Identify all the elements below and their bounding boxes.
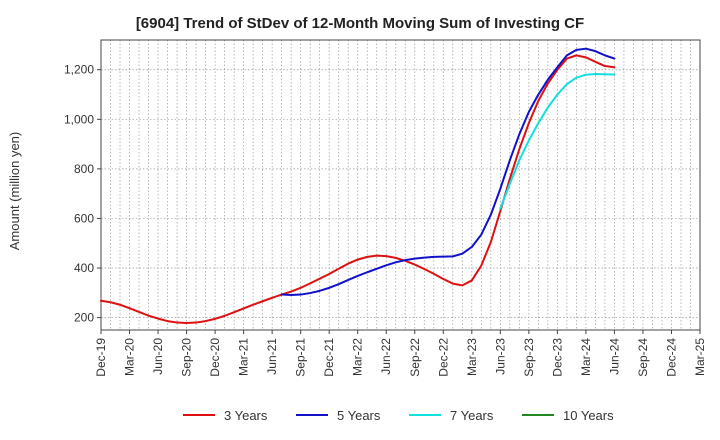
x-tick-label: Dec-24 xyxy=(664,338,678,377)
y-tick-label: 1,200 xyxy=(64,63,94,77)
x-tick-label: Jun-24 xyxy=(607,338,621,375)
legend-label: 3 Years xyxy=(224,408,268,423)
x-tick-label: Dec-23 xyxy=(550,338,564,377)
x-tick-label: Sep-22 xyxy=(408,338,422,377)
x-tick-label: Sep-21 xyxy=(294,338,308,377)
x-tick-label: Dec-22 xyxy=(436,338,450,377)
x-tick-label: Mar-21 xyxy=(237,338,251,376)
series-line-7-years xyxy=(499,72,616,210)
y-tick-label: 800 xyxy=(74,162,94,176)
x-tick-label: Jun-23 xyxy=(493,338,507,375)
legend-label: 7 Years xyxy=(450,408,494,423)
x-tick-label: Jun-20 xyxy=(151,338,165,375)
x-tick-label: Sep-20 xyxy=(180,338,194,377)
x-tick-label: Jun-21 xyxy=(265,338,279,375)
series-line-3-years xyxy=(100,54,616,325)
x-tick-label: Dec-21 xyxy=(322,338,336,377)
y-tick-label: 600 xyxy=(74,211,94,225)
x-tick-label: Mar-24 xyxy=(579,338,593,376)
x-tick-label: Mar-25 xyxy=(693,338,707,376)
series-line-5-years xyxy=(280,47,616,297)
x-tick-label: Mar-20 xyxy=(123,338,137,376)
y-axis-label: Amount (million yen) xyxy=(7,132,22,251)
x-tick-label: Dec-19 xyxy=(94,338,108,377)
x-tick-label: Dec-20 xyxy=(208,338,222,377)
x-tick-label: Sep-23 xyxy=(522,338,536,377)
x-tick-label: Mar-22 xyxy=(351,338,365,376)
legend-label: 5 Years xyxy=(337,408,381,423)
y-tick-label: 400 xyxy=(74,261,94,275)
series-layer xyxy=(100,47,616,325)
y-tick-label: 1,000 xyxy=(64,112,94,126)
grid-layer xyxy=(100,40,701,330)
y-tick-label: 200 xyxy=(74,311,94,325)
x-tick-label: Mar-23 xyxy=(465,338,479,376)
chart-title: [6904] Trend of StDev of 12-Month Moving… xyxy=(136,15,584,32)
x-tick-label: Sep-24 xyxy=(636,338,650,377)
plot-frame xyxy=(100,39,701,331)
legend-label: 10 Years xyxy=(563,408,614,423)
legend: 3 Years 5 Years 7 Years 10 Years xyxy=(183,408,614,423)
x-tick-label: Jun-22 xyxy=(379,338,393,375)
axis-layer: 200 400 600 800 1,000 1,200 Dec-19 Mar-20 Jun-20… xyxy=(64,39,707,377)
